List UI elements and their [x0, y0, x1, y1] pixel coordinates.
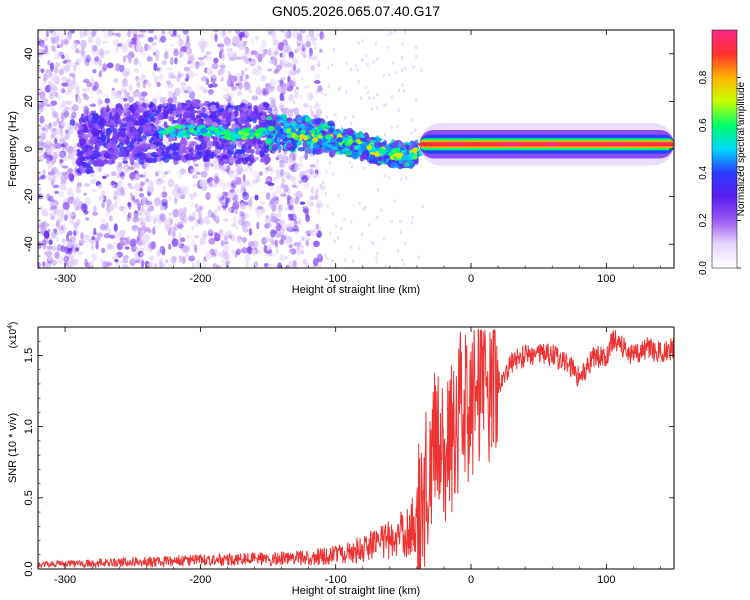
x-tick-label: 100: [597, 273, 615, 285]
snr-y-scale-factor: (x104): [7, 322, 19, 349]
spectrogram-image: [38, 30, 674, 268]
x-tick-label: -100: [325, 574, 347, 586]
x-tick-label: -300: [54, 273, 76, 285]
y-tick-label: 1.5: [23, 348, 35, 363]
snr-y-label: SNR (10 * v/v): [7, 413, 19, 483]
y-tick-label: 0.0: [23, 561, 35, 576]
colorbar-tick-label: 0.6: [698, 118, 709, 132]
y-tick-label: -20: [23, 189, 35, 205]
chart-title: GN05.2026.065.07.40.G17: [272, 3, 440, 19]
y-tick-label: 40: [23, 48, 35, 60]
colorbar-tick-label: 0.8: [698, 70, 709, 84]
spectrogram-y-ticks: -40 -20 0 20 40: [23, 29, 674, 269]
x-tick-label: 0: [468, 574, 474, 586]
snr-x-ticks: -300 -200 -100 0 100: [37, 327, 661, 586]
colorbar: 0.0 0.2 0.4 0.6 0.8 Normalized spectral ampl…: [698, 29, 747, 275]
spectrogram-x-ticks: -300 -200 -100 0 100: [37, 30, 661, 285]
snr-x-label: Height of straight line (km): [292, 585, 420, 597]
y-tick-label: 1.0: [23, 419, 35, 434]
spectrogram-x-label: Height of straight line (km): [292, 284, 420, 296]
colorbar-tick-label: 0.0: [698, 261, 709, 275]
x-tick-label: -200: [189, 574, 211, 586]
x-tick-label: -100: [325, 273, 347, 285]
x-tick-label: -300: [54, 574, 76, 586]
colorbar-gradient: [711, 29, 738, 269]
x-tick-label: 0: [468, 273, 474, 285]
colorbar-ticks: 0.0 0.2 0.4 0.6 0.8: [698, 70, 741, 275]
svg-text:(x104): (x104): [7, 322, 19, 349]
colorbar-label: Normalized spectral amplitude: [736, 81, 747, 216]
snr-y-scale-exponent: 4: [7, 325, 14, 329]
snr-frame: [37, 326, 675, 570]
y-tick-label: 0.5: [23, 490, 35, 505]
spectrogram-y-label: Frequency (Hz): [7, 111, 19, 187]
colorbar-tick-label: 0.4: [698, 165, 709, 179]
snr-y-scale-base: (x10: [8, 328, 19, 348]
y-tick-label: -40: [23, 236, 35, 252]
y-tick-label: 20: [23, 95, 35, 107]
x-tick-label: 100: [597, 574, 615, 586]
snr-series-line: [38, 329, 674, 569]
colorbar-tick-label: 0.2: [698, 213, 709, 227]
x-tick-label: -200: [189, 273, 211, 285]
y-tick-label: 0: [23, 146, 35, 152]
snr-panel: -300 -200 -100 0 100 0.0 0.5 1.0 1.5 Height of …: [7, 322, 675, 597]
snr-y-ticks: 0.0 0.5 1.0 1.5: [23, 326, 674, 577]
